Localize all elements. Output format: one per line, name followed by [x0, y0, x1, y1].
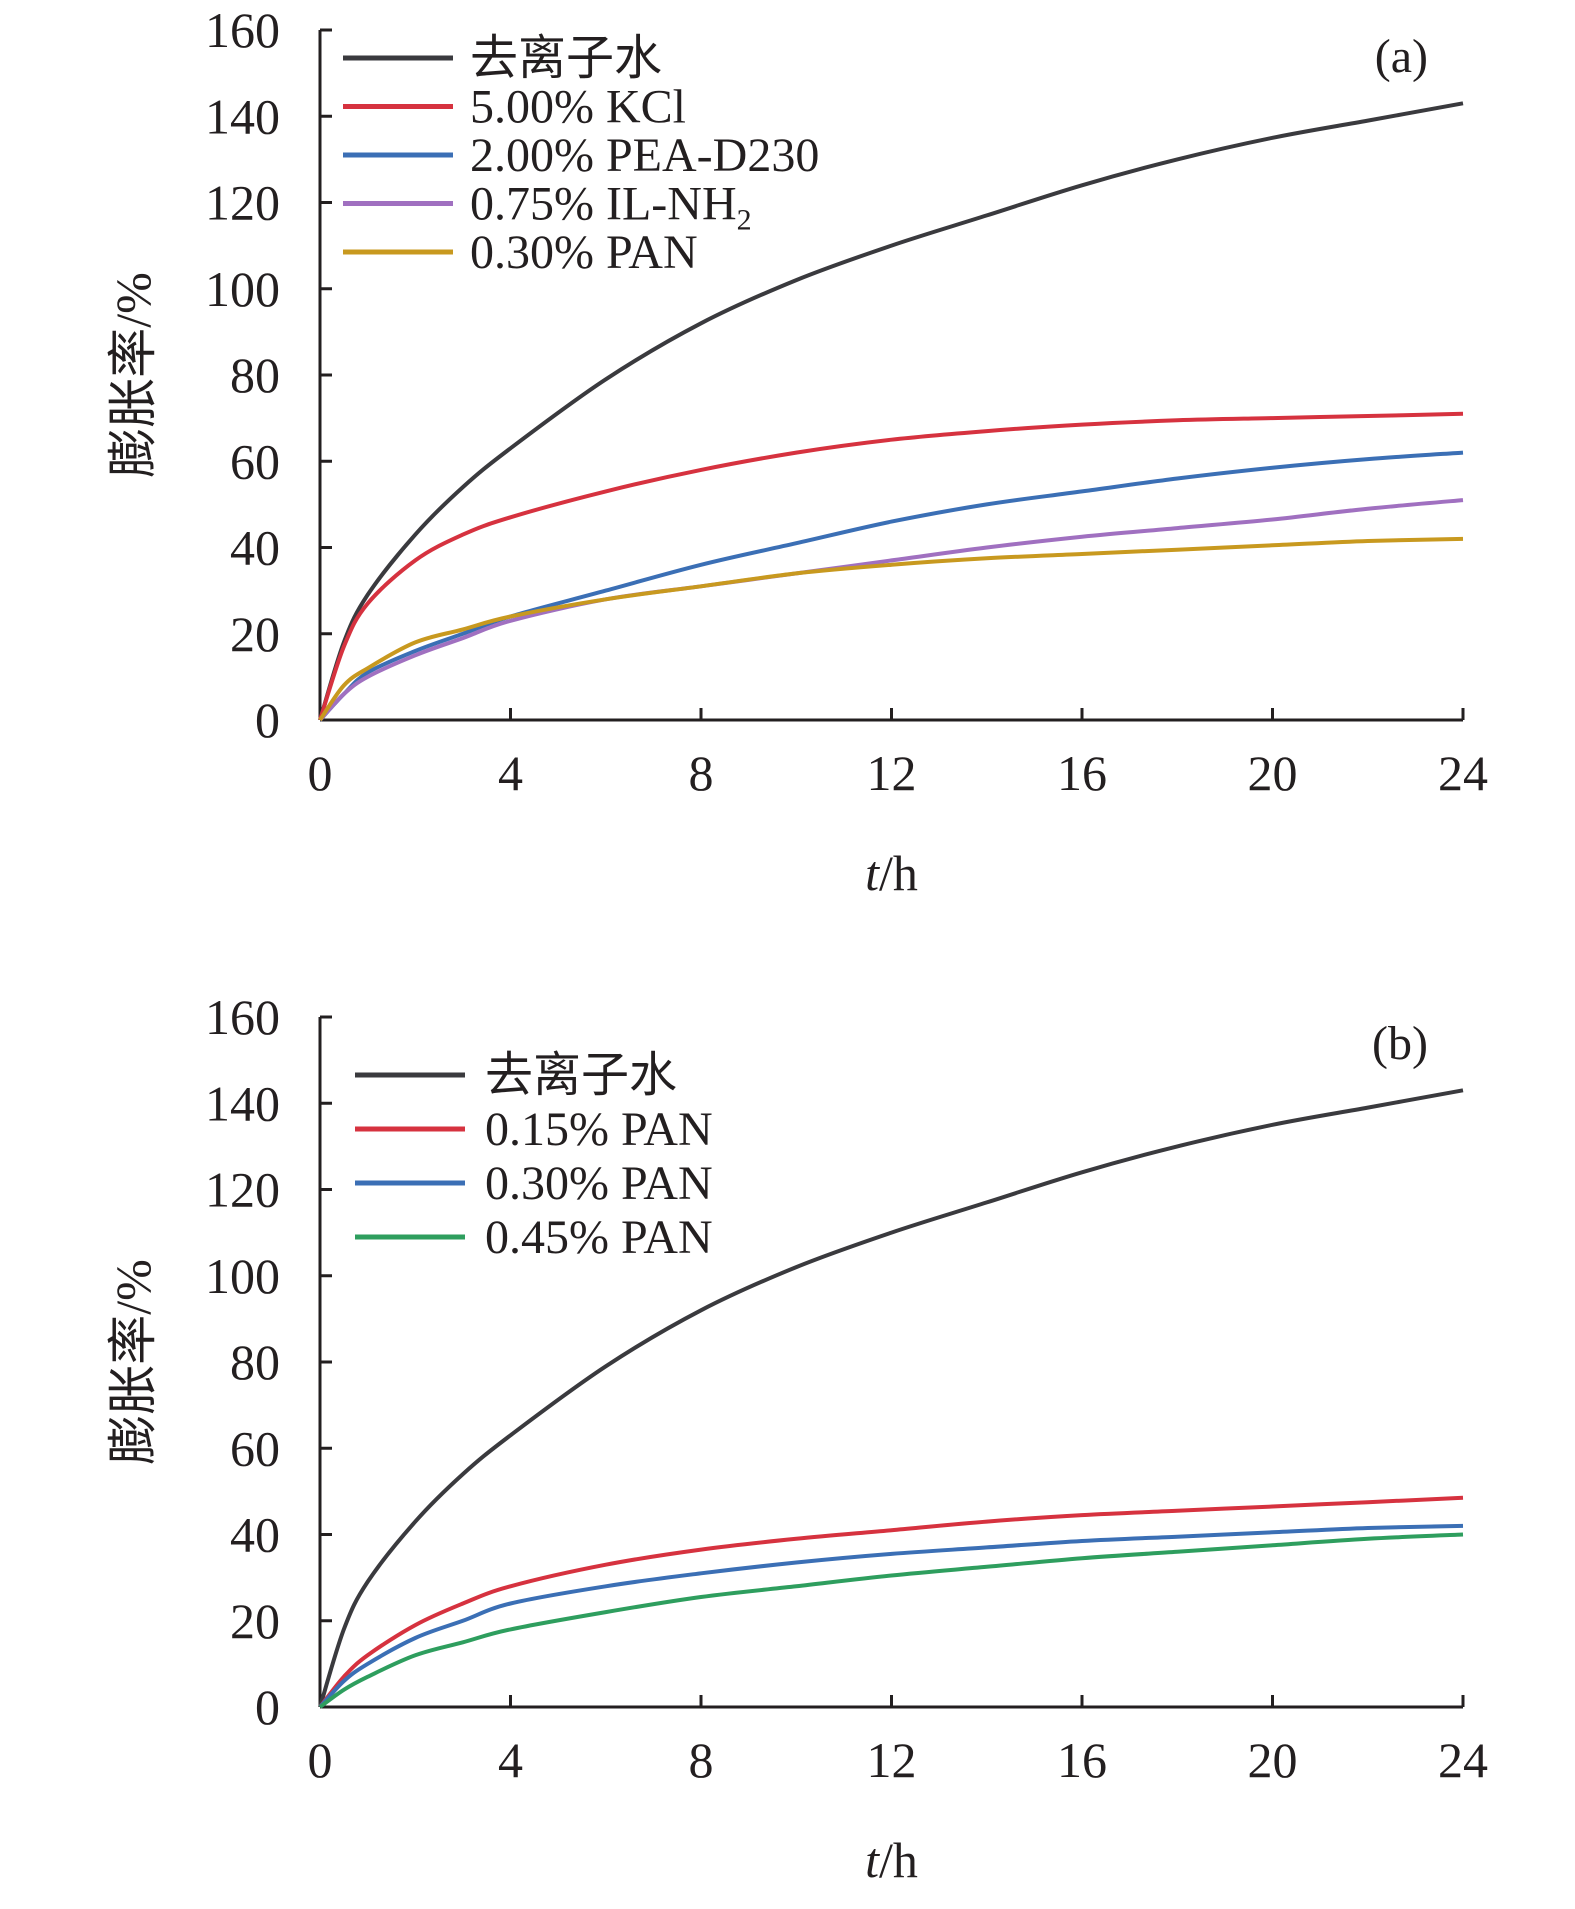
x-tick-label: 24	[1438, 1732, 1488, 1788]
y-tick-label: 0	[255, 1679, 280, 1735]
y-tick-label: 100	[205, 1248, 280, 1304]
y-tick-label: 120	[205, 175, 280, 231]
chart-panel-a: 0 20 40 60 80 100 120 140 160 0 4 8 12 16 20 24 t/h 膨胀率/%…	[105, 2, 1488, 901]
series-line	[318, 536, 1464, 722]
y-tick-label: 140	[205, 88, 280, 144]
y-tick-label: 140	[205, 1075, 280, 1131]
x-tick-label: 20	[1248, 1732, 1298, 1788]
x-tick-label: 4	[498, 1732, 523, 1788]
legend-label: 0.30% PAN	[485, 1157, 713, 1210]
y-tick-label: 40	[230, 1507, 280, 1563]
y-tick-label: 80	[230, 1334, 280, 1390]
series-line	[318, 101, 1464, 721]
y-tick-label: 100	[205, 261, 280, 317]
y-tick-label: 160	[205, 989, 280, 1045]
legend-label: 去离子水	[485, 1049, 677, 1102]
panel-label: (a)	[1375, 30, 1428, 83]
y-tick-label: 20	[230, 606, 280, 662]
series-line	[318, 1523, 1464, 1709]
x-tick-label: 0	[308, 745, 333, 801]
x-tick-label: 20	[1248, 745, 1298, 801]
y-tick-label: 0	[255, 692, 280, 748]
x-axis-title: t/h	[865, 1832, 918, 1888]
series-line	[318, 1532, 1464, 1709]
series-line	[318, 498, 1464, 722]
series-line	[318, 411, 1464, 721]
x-tick-label: 16	[1057, 1732, 1107, 1788]
legend-label: 0.75% IL-NH2	[470, 178, 752, 237]
y-tick-label: 120	[205, 1162, 280, 1218]
x-tick-label: 0	[308, 1732, 333, 1788]
y-tick-label: 160	[205, 2, 280, 58]
x-tick-label: 4	[498, 745, 523, 801]
y-tick-label: 60	[230, 1420, 280, 1476]
x-tick-label: 12	[867, 1732, 917, 1788]
x-tick-label: 12	[867, 745, 917, 801]
legend-label: 2.00% PEA-D230	[470, 129, 819, 182]
legend-label: 0.45% PAN	[485, 1211, 713, 1264]
y-axis-title: 膨胀率/%	[105, 272, 161, 478]
x-tick-label: 24	[1438, 745, 1488, 801]
series-line	[318, 450, 1464, 722]
x-tick-label: 8	[689, 745, 714, 801]
y-axis-title: 膨胀率/%	[105, 1259, 161, 1465]
x-axis-title: t/h	[865, 845, 918, 901]
series-line	[318, 1495, 1464, 1709]
y-tick-label: 80	[230, 347, 280, 403]
x-tick-label: 16	[1057, 745, 1107, 801]
y-tick-label: 40	[230, 520, 280, 576]
chart-panel-b: 0 20 40 60 80 100 120 140 160 0 4 8 12 16 20 24 t/h 膨胀率/%…	[105, 989, 1488, 1888]
legend-label: 0.15% PAN	[485, 1103, 713, 1156]
x-tick-label: 8	[689, 1732, 714, 1788]
panel-label: (b)	[1372, 1017, 1428, 1070]
legend-label: 去离子水	[470, 32, 662, 85]
legend-label: 0.30% PAN	[470, 226, 698, 279]
legend-label: 5.00% KCl	[470, 81, 686, 134]
y-tick-label: 60	[230, 433, 280, 489]
series-line	[318, 1088, 1464, 1708]
y-tick-label: 20	[230, 1593, 280, 1649]
